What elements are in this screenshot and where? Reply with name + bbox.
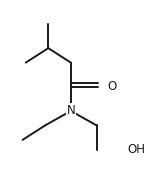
Text: O: O <box>108 80 117 93</box>
Text: N: N <box>66 104 75 117</box>
Text: OH: OH <box>127 143 145 156</box>
